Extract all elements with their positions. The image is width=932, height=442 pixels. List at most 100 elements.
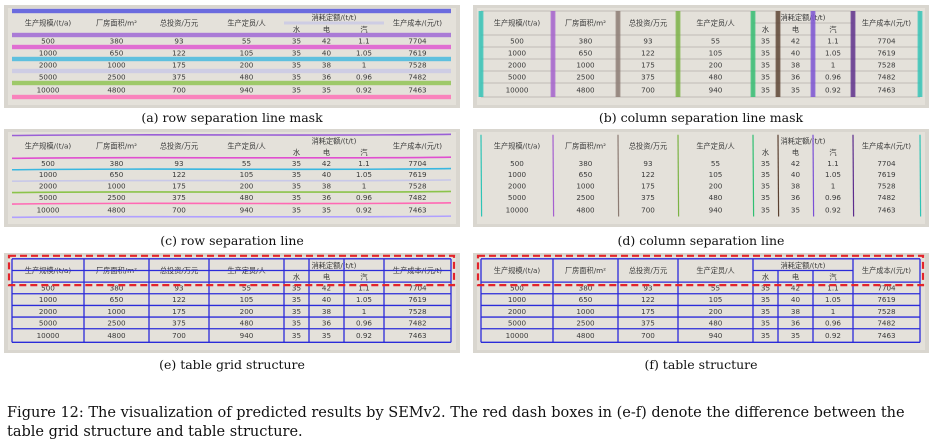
row-separation-line bbox=[11, 202, 452, 205]
table-cell: 36 bbox=[322, 193, 332, 202]
table-cell: 940 bbox=[709, 86, 723, 95]
table-cell: 2000 bbox=[39, 182, 58, 191]
column-separation-line bbox=[812, 134, 815, 217]
table-cell: 105 bbox=[709, 170, 723, 179]
table-cell: 122 bbox=[641, 295, 655, 304]
table-cell: 55 bbox=[242, 159, 251, 168]
table-cell: 0.92 bbox=[825, 331, 841, 340]
table-cell: 122 bbox=[641, 170, 655, 179]
table-cell: 380 bbox=[110, 37, 124, 46]
table-cell: 2500 bbox=[107, 193, 126, 202]
table-cell: 1000 bbox=[107, 307, 126, 316]
table-cell: 42 bbox=[322, 37, 331, 46]
panel-e: 生产规模/(t/a) 厂房面积/m² 总投资/万元 生产定员/人 消耗定额/(t/t) 水… bbox=[4, 253, 460, 353]
table-cell: 375 bbox=[641, 73, 655, 82]
table-cell: 35 bbox=[292, 61, 301, 70]
header-scale: 生产规模/(t/a) bbox=[494, 266, 541, 275]
table-cell: 700 bbox=[641, 205, 655, 214]
panel-d: 生产规模/(t/a) 厂房面积/m² 总投资/万元 生产定员/人 消耗定额/(t/t) 水… bbox=[473, 129, 929, 227]
table-cell: 1000 bbox=[576, 182, 595, 191]
table-cell: 42 bbox=[791, 159, 800, 168]
table-cell: 40 bbox=[322, 49, 332, 58]
table-cell: 380 bbox=[579, 159, 593, 168]
header-consumption: 消耗定额/(t/t) bbox=[781, 137, 826, 146]
table-cell: 42 bbox=[322, 283, 331, 292]
table-cell: 55 bbox=[242, 37, 251, 46]
table-cell: 200 bbox=[240, 61, 254, 70]
column-mask-band bbox=[478, 11, 484, 97]
header-steam: 汽 bbox=[360, 25, 367, 34]
header-water: 水 bbox=[762, 25, 769, 34]
table-cell: 7619 bbox=[877, 49, 896, 58]
table-cell: 940 bbox=[709, 205, 723, 214]
table-cell: 380 bbox=[579, 283, 593, 292]
table-cell: 650 bbox=[579, 295, 593, 304]
table-paper bbox=[8, 256, 456, 350]
table-cell: 35 bbox=[292, 86, 301, 95]
table-cell: 5000 bbox=[508, 318, 527, 327]
table-cell: 7619 bbox=[877, 295, 896, 304]
row-separation-line bbox=[11, 190, 452, 194]
header-water: 水 bbox=[293, 273, 300, 282]
row-mask-band bbox=[12, 68, 451, 74]
table-cell: 650 bbox=[579, 170, 593, 179]
caption-b: (b) column separation line mask bbox=[598, 110, 804, 125]
figure-caption-line-2: table grid structure and table structure… bbox=[7, 424, 303, 440]
panel-f-image: 生产规模/(t/a) 厂房面积/m² 总投资/万元 生产定员/人 消耗定额/(t/t) 水… bbox=[473, 253, 929, 353]
column-separation-line bbox=[617, 134, 620, 217]
table-cell: 35 bbox=[761, 86, 770, 95]
header-cost: 生产成本/(元/t) bbox=[393, 142, 442, 151]
table-cell: 1000 bbox=[576, 61, 595, 70]
table-cell: 93 bbox=[174, 159, 183, 168]
header-cost: 生产成本/(元/t) bbox=[862, 19, 911, 28]
column-separation-line bbox=[752, 134, 755, 217]
structure-lines bbox=[11, 258, 452, 343]
table-cell: 93 bbox=[643, 283, 652, 292]
table-cell: 650 bbox=[110, 295, 124, 304]
header-water: 水 bbox=[293, 148, 300, 157]
header-area: 厂房面积/m² bbox=[96, 142, 137, 151]
table-cell: 500 bbox=[510, 283, 524, 292]
header-consumption: 消耗定额/(t/t) bbox=[781, 261, 826, 270]
table-cell: 35 bbox=[761, 295, 770, 304]
table-cell: 4800 bbox=[576, 86, 595, 95]
row-separation-line bbox=[11, 179, 452, 182]
row-mask-band bbox=[12, 94, 451, 100]
table-cell: 1 bbox=[362, 61, 367, 70]
header-invest: 总投资/万元 bbox=[629, 19, 667, 28]
header-power: 电 bbox=[792, 273, 799, 282]
table-cell: 175 bbox=[641, 307, 655, 316]
header-water: 水 bbox=[762, 273, 769, 282]
table-cell: 35 bbox=[761, 307, 770, 316]
table-cell: 1 bbox=[362, 307, 367, 316]
table-cell: 55 bbox=[242, 283, 251, 292]
table-cell: 7482 bbox=[408, 73, 426, 82]
table-cell: 35 bbox=[292, 49, 301, 58]
table-cell: 175 bbox=[641, 182, 655, 191]
header-staff: 生产定员/人 bbox=[696, 266, 734, 275]
table-cell: 122 bbox=[172, 295, 186, 304]
table-cell: 42 bbox=[322, 159, 331, 168]
table-cell: 375 bbox=[172, 193, 186, 202]
panel-d-image: 生产规模/(t/a) 厂房面积/m² 总投资/万元 生产定员/人 消耗定额/(t/t) 水… bbox=[473, 129, 929, 227]
table-cell: 10000 bbox=[506, 86, 529, 95]
table-cell: 7528 bbox=[408, 307, 427, 316]
table-cell: 1000 bbox=[508, 295, 527, 304]
table-cell: 35 bbox=[292, 205, 301, 214]
table-cell: 940 bbox=[240, 205, 254, 214]
figure-caption: Figure 12: The visualization of predicte… bbox=[7, 404, 927, 442]
table-cell: 380 bbox=[110, 283, 124, 292]
table-cell: 10000 bbox=[37, 331, 60, 340]
header-power: 电 bbox=[792, 25, 799, 34]
header-scale: 生产规模/(t/a) bbox=[25, 19, 72, 28]
table-cell: 7482 bbox=[408, 318, 426, 327]
table-cell: 35 bbox=[761, 159, 770, 168]
caption-c: (c) row separation line bbox=[160, 233, 304, 248]
table-cell: 7482 bbox=[408, 193, 426, 202]
table-cell: 35 bbox=[791, 86, 800, 95]
panel-b: 生产规模/(t/a) 厂房面积/m² 总投资/万元 生产定员/人 消耗定额/(t/t) 水… bbox=[473, 5, 929, 108]
table-cell: 10000 bbox=[37, 205, 60, 214]
table-cell: 7528 bbox=[408, 61, 427, 70]
table-cell: 105 bbox=[709, 295, 723, 304]
table-cell: 1.05 bbox=[825, 170, 841, 179]
